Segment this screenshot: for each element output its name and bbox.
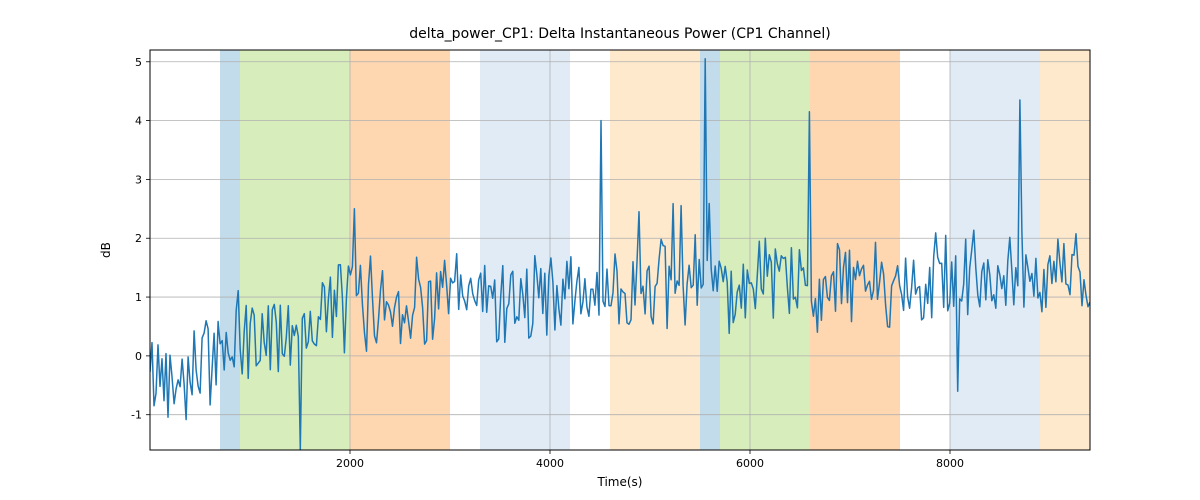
background-regions [220, 50, 1090, 450]
y-tick-label: 1 [135, 291, 142, 304]
y-tick-label: -1 [131, 409, 142, 422]
y-axis-label: dB [99, 242, 113, 258]
y-axis-ticks: -1 0 1 2 3 4 5 [131, 56, 150, 422]
x-tick-label: 8000 [936, 457, 964, 470]
chart-svg: 2000 4000 6000 8000 -1 0 1 2 3 4 5 delta_power_CP… [0, 0, 1200, 500]
chart-title: delta_power_CP1: Delta Instantaneous Pow… [409, 26, 831, 42]
x-axis-ticks: 2000 4000 6000 8000 [336, 450, 964, 470]
x-axis-label: Time(s) [597, 475, 643, 489]
x-tick-label: 6000 [736, 457, 764, 470]
x-tick-label: 4000 [536, 457, 564, 470]
y-tick-label: 5 [135, 56, 142, 69]
y-tick-label: 0 [135, 350, 142, 363]
y-tick-label: 4 [135, 115, 142, 128]
chart-container: 2000 4000 6000 8000 -1 0 1 2 3 4 5 delta_power_CP… [0, 0, 1200, 500]
y-tick-label: 2 [135, 232, 142, 245]
y-tick-label: 3 [135, 173, 142, 186]
x-tick-label: 2000 [336, 457, 364, 470]
